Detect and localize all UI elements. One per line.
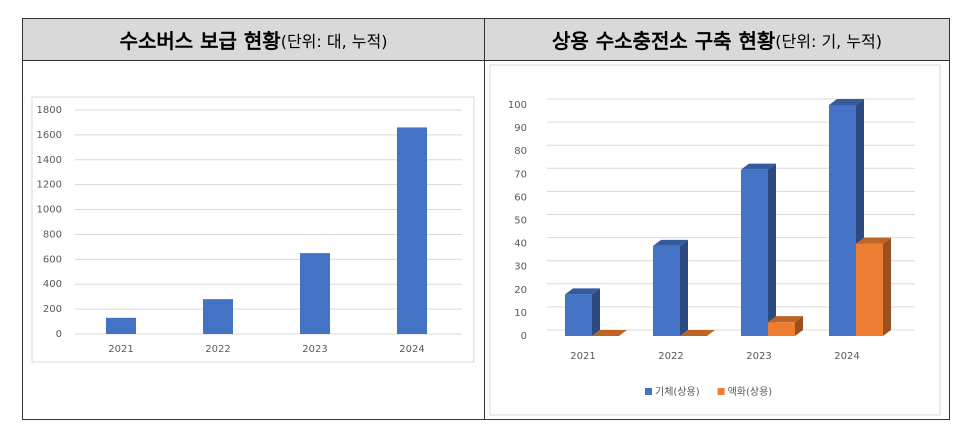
x-tick-label: 2024 [399,344,424,355]
y-tick-label: 1000 [37,205,62,216]
chart: 0 200 400 600 800 1000 1200 1400 1600 1800 2021 202… [31,96,475,363]
bar [653,239,688,336]
legend-label: 기체(상용) [655,386,700,398]
y-tick-label: 50 [514,216,527,227]
x-tick-label: 2024 [834,351,859,362]
bar-top [565,288,600,295]
legend-swatch [717,388,725,395]
legend-swatch [645,388,652,395]
bar [680,330,715,336]
chart-title: 수소버스 보급 현황 [119,29,281,53]
y-tick-label: 200 [43,304,62,315]
bar-front [741,169,768,336]
y-tick-label: 1200 [37,180,62,191]
bar-top [829,99,864,105]
y-tick-label: 40 [514,239,527,250]
chart: 0 10 20 30 40 50 60 70 80 90 100 2021 2022 2023 2024 기체… [489,64,941,416]
y-tick-label: 800 [43,229,62,240]
bar [300,253,330,334]
y-tick-label: 0 [56,329,62,340]
bar [106,317,136,334]
y-tick-label: 90 [514,123,527,134]
chart-title: 상용 수소충전소 구축 현황 [551,29,776,53]
y-tick-label: 20 [514,285,527,296]
bar-top [592,330,627,336]
bar [592,330,627,336]
y-tick-label: 80 [514,146,527,157]
header-cell: 수소버스 보급 현황 (단위: 대, 누적) [23,19,484,61]
x-tick-label: 2023 [302,344,327,355]
bar [856,237,891,336]
bar-side [592,288,600,336]
bar-side [768,163,776,336]
y-tick-label: 60 [514,192,527,203]
divider [484,19,485,419]
y-tick-label: 10 [514,308,527,319]
bar [397,127,427,334]
bar-top [741,163,776,170]
bar-front [856,243,883,336]
bar-top [653,239,688,246]
legend-label: 액화(상용) [728,386,773,398]
y-tick-label: 100 [508,100,527,111]
table-frame: 수소버스 보급 현황 (단위: 대, 누적) 상용 수소충전소 구축 현황 (단위:… [22,18,950,420]
bar-side [795,316,803,336]
bar [741,163,776,336]
bar-front [768,322,795,336]
y-tick-label: 1600 [37,130,62,141]
y-tick-label: 600 [43,254,62,265]
bar [768,316,803,336]
bar-side [680,239,688,336]
bar-top [680,330,715,336]
x-tick-label: 2021 [108,344,133,355]
header-cell: 상용 수소충전소 구축 현황 (단위: 기, 누적) [485,19,949,61]
bar-top [768,316,803,323]
chart-subtitle: (단위: 기, 누적) [775,31,883,51]
bar-front [829,105,856,336]
y-tick-label: 0 [521,331,527,342]
y-tick-label: 30 [514,262,527,273]
bar-side [883,237,891,336]
y-tick-label: 1800 [37,105,62,116]
y-tick-label: 400 [43,279,62,290]
chart-subtitle: (단위: 대, 누적) [280,31,388,51]
bar-front [565,294,592,336]
y-tick-label: 1400 [37,155,62,166]
bar-top [856,237,891,244]
x-tick-label: 2022 [205,344,230,355]
x-tick-label: 2022 [658,351,683,362]
bar-front [653,245,680,336]
bar [203,299,233,334]
x-tick-label: 2021 [570,351,595,362]
y-tick-label: 70 [514,169,527,180]
x-tick-label: 2023 [746,351,771,362]
bar [565,288,600,336]
